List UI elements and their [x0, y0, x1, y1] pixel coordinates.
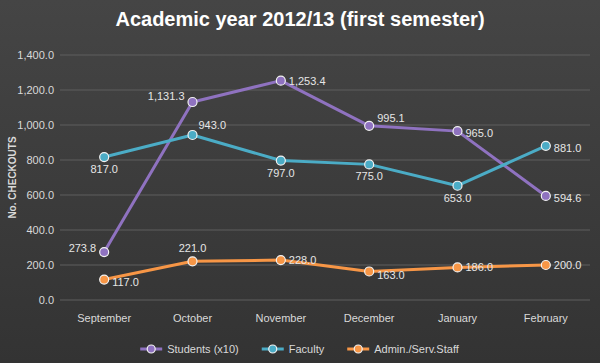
data-label: 1,253.4 [289, 75, 326, 87]
title: Academic year 2012/13 (first semester) [115, 8, 484, 30]
marker [541, 141, 550, 150]
x-tick-label: December [344, 312, 395, 324]
series-line [104, 81, 546, 252]
chart: Academic year 2012/13 (first semester) No… [0, 0, 600, 363]
data-label: 653.0 [444, 192, 472, 204]
data-label: 965.0 [466, 127, 494, 139]
grid-line [60, 125, 590, 126]
marker [365, 267, 374, 276]
marker [453, 127, 462, 136]
grid-line [60, 300, 590, 301]
marker [100, 275, 109, 284]
data-label: 221.0 [179, 242, 207, 254]
data-label: 995.1 [377, 112, 405, 124]
y-axis-label: No. CHECKOUTS [7, 136, 18, 219]
data-label: 797.0 [267, 167, 295, 179]
data-label: 775.0 [355, 170, 383, 182]
y-tick-label: 1,400.0 [17, 49, 54, 61]
data-label: 117.0 [112, 276, 139, 288]
background [0, 0, 600, 363]
grid-line [60, 55, 590, 56]
grid-line [60, 230, 590, 231]
legend-label: Admin./Serv.Staff [374, 343, 460, 355]
legend-marker [354, 345, 362, 353]
marker [453, 263, 462, 272]
y-tick-label: 200.0 [26, 259, 54, 271]
y-tick-label: 0.0 [39, 294, 54, 306]
marker [453, 181, 462, 190]
marker [276, 76, 285, 85]
y-tick-label: 1,200.0 [17, 84, 54, 96]
x-tick-label: January [438, 312, 478, 324]
y-tick-label: 400.0 [26, 224, 54, 236]
data-label: 1,131.3 [148, 90, 185, 102]
marker [541, 261, 550, 270]
data-label: 817.0 [90, 163, 118, 175]
data-labels: 273.8 1,131.3 1,253.4 995.1 965.0 594.6 817.0 9… [69, 75, 582, 288]
marker [188, 98, 197, 107]
marker [100, 248, 109, 257]
plot-area [100, 76, 551, 284]
y-tick-label: 1,000.0 [17, 119, 54, 131]
data-label: 186.0 [466, 261, 494, 273]
series-line [104, 260, 546, 279]
marker [100, 153, 109, 162]
marker [276, 156, 285, 165]
legend: Students (x10) Faculty Admin./Serv.Staff [140, 343, 460, 355]
data-label: 200.0 [554, 259, 582, 271]
x-tick-label: November [255, 312, 306, 324]
data-label: 163.0 [377, 269, 405, 281]
marker [188, 257, 197, 266]
legend-item: Faculty [262, 343, 325, 355]
marker [365, 121, 374, 130]
x-tick-label: February [524, 312, 569, 324]
marker [276, 256, 285, 265]
y-tick-label: 600.0 [26, 189, 54, 201]
x-tick-label: September [77, 312, 131, 324]
legend-item: Admin./Serv.Staff [347, 343, 460, 355]
marker [541, 191, 550, 200]
grid-line [60, 90, 590, 91]
legend-item: Students (x10) [140, 343, 239, 355]
legend-label: Faculty [289, 343, 325, 355]
legend-label: Students (x10) [167, 343, 239, 355]
marker [365, 160, 374, 169]
data-label: 881.0 [554, 142, 582, 154]
data-label: 228.0 [289, 254, 317, 266]
data-label: 273.8 [69, 242, 97, 254]
legend-marker [269, 345, 277, 353]
x-tick-label: October [173, 312, 212, 324]
y-tick-label: 800.0 [26, 154, 54, 166]
data-label: 594.6 [554, 192, 582, 204]
series-line [104, 135, 546, 186]
marker [188, 130, 197, 139]
data-label: 943.0 [199, 119, 227, 131]
legend-marker [147, 345, 155, 353]
